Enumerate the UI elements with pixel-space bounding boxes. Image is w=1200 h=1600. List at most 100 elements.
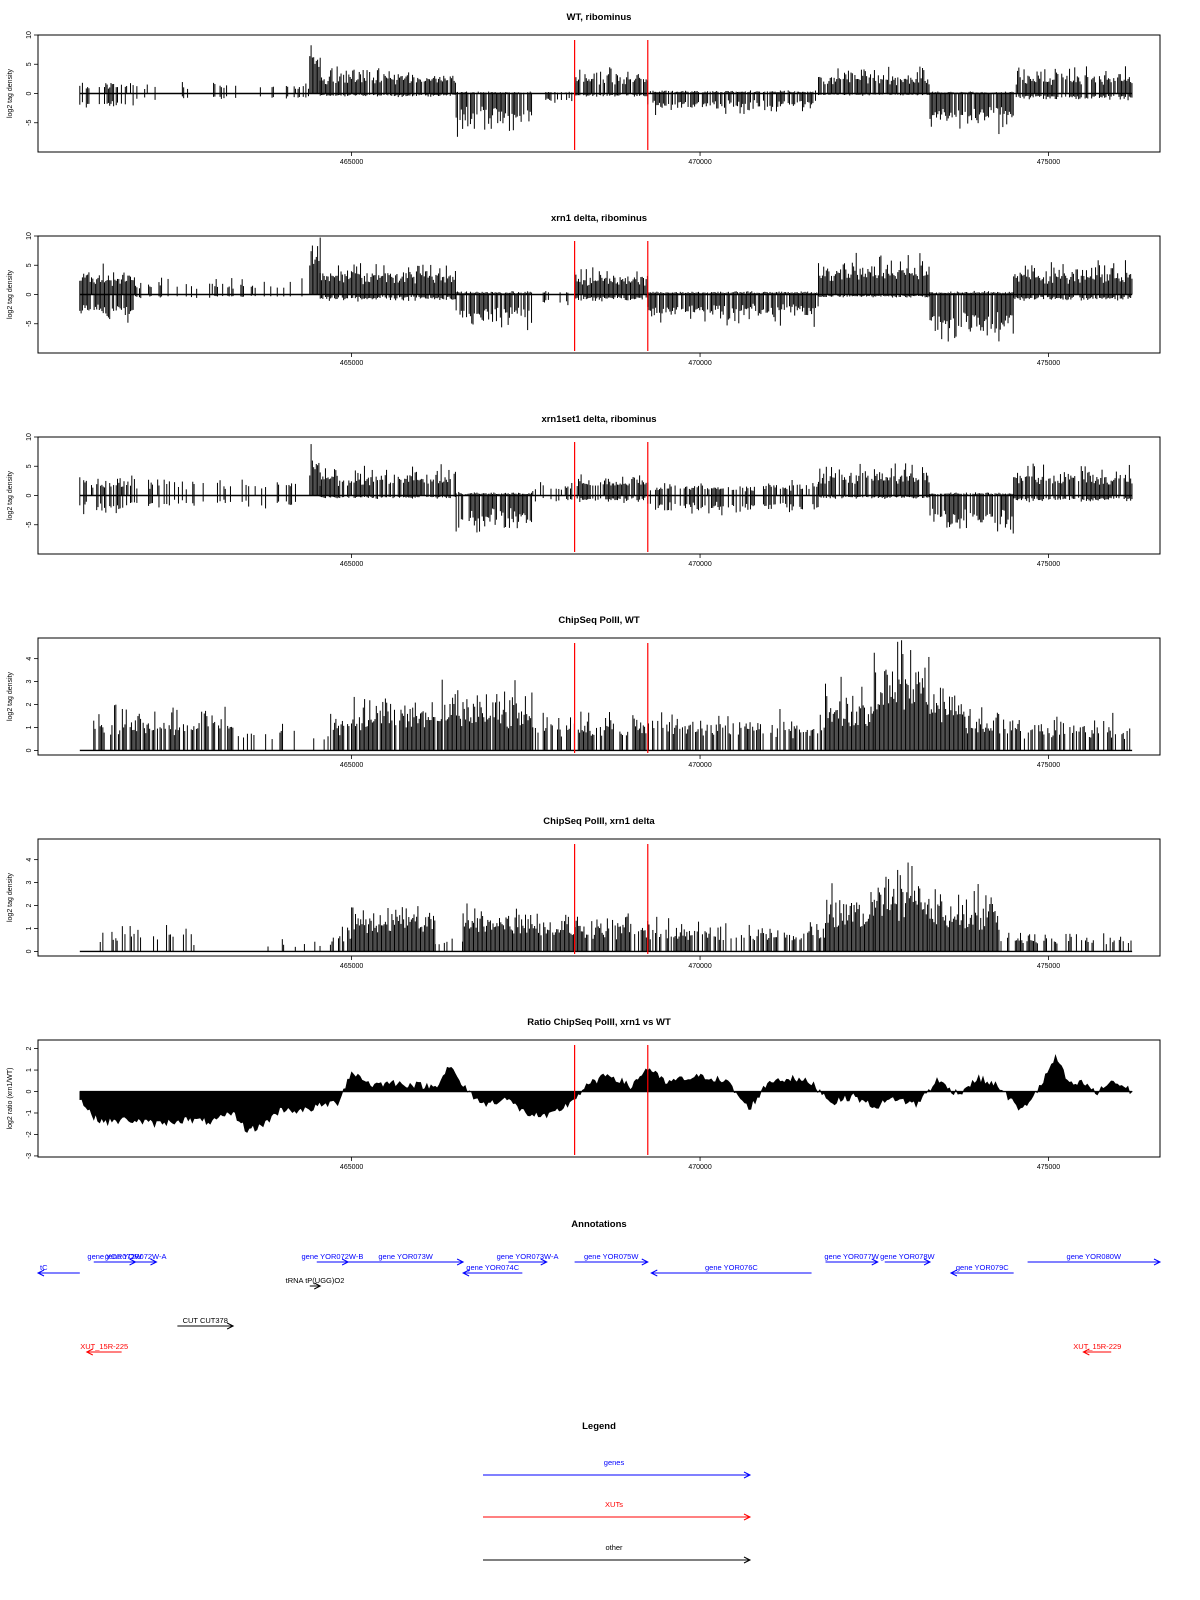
- arrow-head: [871, 1258, 879, 1266]
- panel-4: ChipSeq PolII, xrn1 delta log2 tag densit…: [7, 816, 1161, 970]
- y-tick-label: 0: [26, 949, 33, 953]
- plot-frame: [37, 637, 1161, 756]
- arrow-head: [650, 1269, 658, 1277]
- y-tick-label: 5: [26, 464, 33, 468]
- y-tick-label: 10: [26, 31, 33, 39]
- panel-title: xrn1 delta, ribominus: [551, 213, 647, 224]
- legend-label: XUTs: [605, 1500, 623, 1509]
- panel-title: WT, ribominus: [567, 12, 632, 23]
- y-tick-label: -5: [26, 522, 33, 528]
- x-tick-label: 470000: [688, 762, 711, 769]
- panel-0: WT, ribominus log2 tag density -5 0 5 10 46500…: [7, 12, 1161, 166]
- x-tick-label: 465000: [340, 159, 363, 166]
- legend-arrow-head: [743, 1513, 752, 1521]
- y-tick-label: 2: [26, 1047, 33, 1051]
- panel-title: ChipSeq PolII, xrn1 delta: [543, 816, 655, 827]
- legend-arrow-head: [743, 1471, 752, 1479]
- y-tick-label: 2: [26, 903, 33, 907]
- feature-label: tC: [40, 1263, 48, 1272]
- y-axis-label: log2 tag density: [7, 269, 14, 319]
- feature-label: gene YOR078W: [880, 1252, 935, 1261]
- arrow-head: [1082, 1348, 1090, 1356]
- x-tick-label: 475000: [1037, 360, 1060, 367]
- arrow-head: [1153, 1258, 1162, 1266]
- x-tick-label: 475000: [1037, 159, 1060, 166]
- feature-label: gene YOR075W: [584, 1252, 639, 1261]
- x-tick-label: 470000: [688, 159, 711, 166]
- feature-label: XUT_15R-229: [1073, 1342, 1121, 1351]
- arrow-head: [226, 1322, 235, 1330]
- x-tick-label: 470000: [688, 963, 711, 970]
- legend: Legend genes XUTs other: [483, 1421, 752, 1564]
- y-tick-label: 4: [26, 657, 33, 661]
- y-axis-label: log2 ratio (xrn1/WT): [7, 1068, 14, 1130]
- y-tick-label: -2: [26, 1131, 33, 1137]
- arrow-head: [456, 1258, 465, 1266]
- x-tick-label: 465000: [340, 561, 363, 568]
- x-tick-label: 465000: [340, 1164, 363, 1171]
- feature-label: gene YOR073W: [378, 1252, 433, 1261]
- y-tick-label: 1: [26, 1068, 33, 1072]
- arrow-head: [641, 1258, 649, 1266]
- y-tick-label: -1: [26, 1110, 33, 1116]
- y-tick-label: 0: [26, 748, 33, 752]
- y-tick-label: 0: [26, 493, 33, 497]
- y-tick-label: 10: [26, 433, 33, 441]
- panel-5: Ratio ChipSeq PolII, xrn1 vs WT log2 rati…: [7, 1017, 1161, 1171]
- feature-label: gene YOR080W: [1067, 1252, 1122, 1261]
- ratio-area: [79, 1054, 1133, 1133]
- feature-label: gene YOR076C: [705, 1263, 758, 1272]
- y-axis-label: log2 tag density: [7, 671, 14, 721]
- feature-label: gene YOR074C: [466, 1263, 519, 1272]
- plot-frame: [37, 1039, 1161, 1158]
- panel-1: xrn1 delta, ribominus log2 tag density -5 0…: [7, 213, 1161, 367]
- x-tick-label: 475000: [1037, 561, 1060, 568]
- y-axis-label: log2 tag density: [7, 872, 14, 922]
- arrow-head: [85, 1348, 94, 1356]
- x-tick-label: 470000: [688, 1164, 711, 1171]
- feature-label: gene YOR072W: [87, 1252, 142, 1261]
- x-tick-label: 475000: [1037, 762, 1060, 769]
- annotations-title: Annotations: [571, 1219, 626, 1230]
- y-tick-label: 1: [26, 926, 33, 930]
- y-tick-label: 4: [26, 858, 33, 862]
- panel-title: ChipSeq PolII, WT: [558, 615, 639, 626]
- y-tick-label: -3: [26, 1153, 33, 1159]
- arrow-head: [36, 1269, 45, 1277]
- x-tick-label: 465000: [340, 360, 363, 367]
- feature-label: XUT_15R-225: [80, 1342, 128, 1351]
- feature-label: gene YOR072W-B: [302, 1252, 364, 1261]
- feature-label: tRNA tP(UGG)O2: [286, 1276, 345, 1285]
- y-axis-label: log2 tag density: [7, 470, 14, 520]
- y-tick-label: 5: [26, 62, 33, 66]
- legend-title: Legend: [582, 1421, 616, 1432]
- x-tick-label: 475000: [1037, 963, 1060, 970]
- y-tick-label: 5: [26, 263, 33, 267]
- y-tick-label: -5: [26, 321, 33, 327]
- feature-label: gene YOR077W: [824, 1252, 879, 1261]
- y-tick-label: 2: [26, 702, 33, 706]
- panel-title: xrn1set1 delta, ribominus: [541, 414, 656, 425]
- y-tick-label: 1: [26, 725, 33, 729]
- y-tick-label: 3: [26, 680, 33, 684]
- panel-3: ChipSeq PolII, WT log2 tag density 0 1 2 3 4 46…: [7, 615, 1161, 769]
- y-tick-label: -5: [26, 120, 33, 126]
- x-tick-label: 470000: [688, 360, 711, 367]
- legend-arrow-head: [743, 1556, 752, 1564]
- y-axis-label: log2 tag density: [7, 68, 14, 118]
- feature-label: gene YOR079C: [956, 1263, 1009, 1272]
- y-tick-label: 10: [26, 232, 33, 240]
- x-tick-label: 475000: [1037, 1164, 1060, 1171]
- arrow-head: [949, 1269, 958, 1277]
- arrow-head: [540, 1258, 548, 1266]
- plot-frame: [37, 838, 1161, 957]
- arrow-head: [314, 1282, 322, 1290]
- feature-label: CUT CUT378: [183, 1316, 228, 1325]
- y-tick-label: 0: [26, 292, 33, 296]
- legend-label: genes: [604, 1458, 625, 1467]
- x-tick-label: 465000: [340, 963, 363, 970]
- legend-label: other: [605, 1543, 623, 1552]
- y-tick-label: 0: [26, 91, 33, 95]
